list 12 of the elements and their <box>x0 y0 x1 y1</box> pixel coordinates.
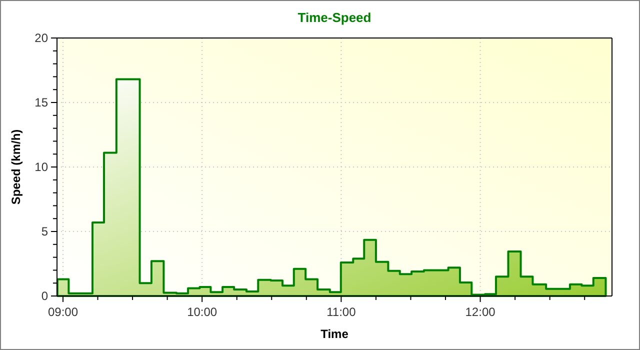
x-tick-label: 09:00 <box>48 305 78 319</box>
x-axis-title: Time <box>320 327 349 341</box>
y-tick-label: 0 <box>41 289 48 304</box>
y-tick-label: 10 <box>34 160 48 174</box>
x-tick-label: 10:00 <box>187 305 218 319</box>
y-tick-label: 15 <box>34 96 48 110</box>
chart-title: Time-Speed <box>298 10 372 25</box>
x-tick-label: 11:00 <box>326 305 356 319</box>
y-tick-label: 20 <box>34 31 48 46</box>
y-tick-label: 5 <box>41 224 48 239</box>
y-axis-title: Speed (km/h) <box>9 129 23 205</box>
x-tick-label: 12:00 <box>465 305 496 319</box>
